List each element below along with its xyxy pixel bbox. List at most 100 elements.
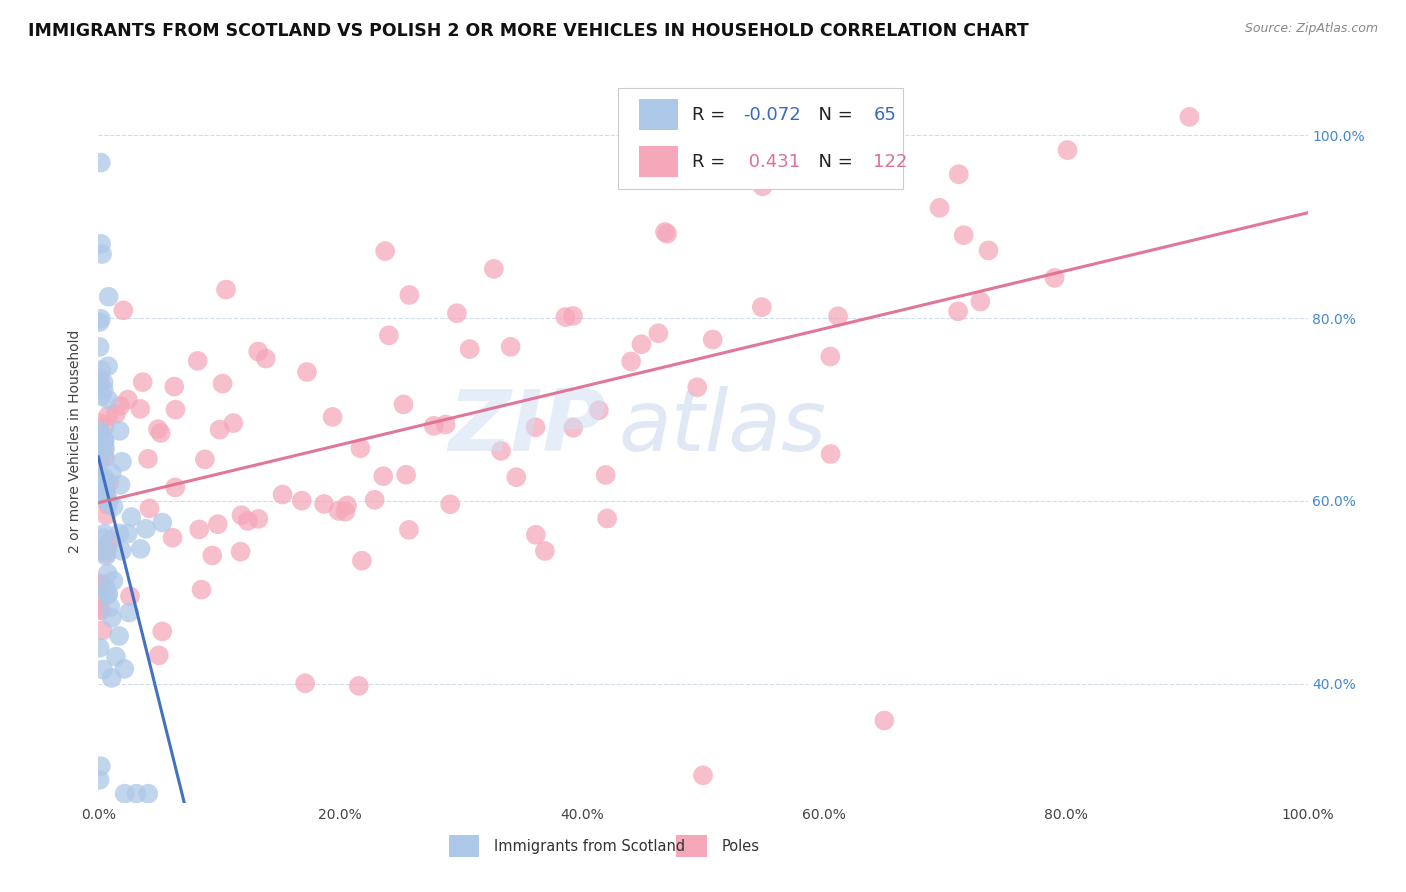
- FancyBboxPatch shape: [638, 146, 678, 177]
- Point: [97, 587, 120, 601]
- Point: [108, 424, 131, 438]
- Point: [489, 444, 512, 458]
- Point: [120, 510, 142, 524]
- Point: [630, 337, 652, 351]
- Point: [93, 484, 115, 499]
- Text: Poles: Poles: [721, 838, 759, 854]
- Point: [90, 311, 112, 326]
- Point: [207, 517, 229, 532]
- Point: [446, 306, 468, 320]
- Point: [138, 501, 160, 516]
- Point: [89, 772, 111, 787]
- Point: [94, 419, 117, 434]
- Point: [100, 466, 122, 480]
- Point: [89, 441, 111, 455]
- Point: [187, 354, 209, 368]
- Point: [100, 600, 122, 615]
- Point: [952, 228, 974, 243]
- Text: N =: N =: [807, 105, 859, 124]
- Point: [562, 309, 585, 323]
- Text: atlas: atlas: [619, 385, 827, 468]
- Point: [112, 662, 135, 676]
- Point: [534, 544, 557, 558]
- Point: [655, 227, 678, 241]
- Point: [165, 480, 187, 494]
- Point: [820, 447, 842, 461]
- Point: [349, 442, 371, 456]
- Point: [93, 474, 115, 488]
- Point: [89, 372, 111, 386]
- Point: [89, 377, 111, 392]
- Point: [111, 455, 134, 469]
- Point: [392, 397, 415, 411]
- Point: [97, 409, 120, 423]
- Point: [236, 514, 259, 528]
- Point: [111, 543, 134, 558]
- Point: [322, 409, 344, 424]
- Point: [90, 576, 112, 591]
- Point: [688, 126, 710, 140]
- Point: [222, 416, 245, 430]
- Point: [751, 300, 773, 314]
- Point: [93, 478, 115, 492]
- Point: [254, 351, 277, 366]
- Text: Source: ZipAtlas.com: Source: ZipAtlas.com: [1244, 22, 1378, 36]
- Point: [89, 453, 111, 467]
- Point: [505, 470, 527, 484]
- Point: [499, 340, 522, 354]
- Point: [89, 590, 111, 604]
- Point: [89, 315, 111, 329]
- Point: [90, 236, 112, 251]
- Point: [96, 581, 118, 595]
- Text: R =: R =: [692, 153, 731, 170]
- Point: [398, 288, 420, 302]
- Point: [1043, 271, 1066, 285]
- Text: R =: R =: [692, 105, 731, 124]
- Point: [378, 328, 401, 343]
- Point: [94, 485, 117, 500]
- Point: [89, 640, 111, 655]
- Point: [91, 543, 114, 558]
- Point: [96, 541, 118, 555]
- Point: [94, 546, 117, 560]
- Point: [291, 493, 314, 508]
- Point: [110, 478, 132, 492]
- FancyBboxPatch shape: [619, 87, 903, 189]
- Point: [150, 516, 173, 530]
- Point: [117, 392, 139, 407]
- Point: [336, 499, 359, 513]
- Point: [104, 407, 127, 421]
- Point: [595, 467, 617, 482]
- Point: [373, 469, 395, 483]
- Point: [90, 759, 112, 773]
- Point: [271, 487, 294, 501]
- Point: [335, 505, 357, 519]
- Point: [422, 418, 444, 433]
- Point: [90, 389, 112, 403]
- Point: [215, 283, 238, 297]
- Point: [89, 449, 111, 463]
- Point: [554, 310, 576, 324]
- Point: [93, 488, 115, 502]
- Point: [363, 492, 385, 507]
- Point: [97, 290, 120, 304]
- Point: [100, 671, 122, 685]
- Point: [395, 467, 418, 482]
- Point: [89, 479, 111, 493]
- Point: [100, 533, 122, 547]
- Point: [524, 528, 547, 542]
- Point: [118, 589, 141, 603]
- Point: [89, 577, 111, 591]
- Point: [162, 531, 184, 545]
- Point: [562, 420, 585, 434]
- Point: [131, 375, 153, 389]
- Point: [135, 522, 157, 536]
- Point: [129, 541, 152, 556]
- Point: [103, 574, 125, 588]
- Point: [247, 344, 270, 359]
- Point: [692, 768, 714, 782]
- Text: -0.072: -0.072: [742, 105, 800, 124]
- Point: [89, 376, 111, 390]
- Point: [350, 554, 373, 568]
- Point: [125, 787, 148, 801]
